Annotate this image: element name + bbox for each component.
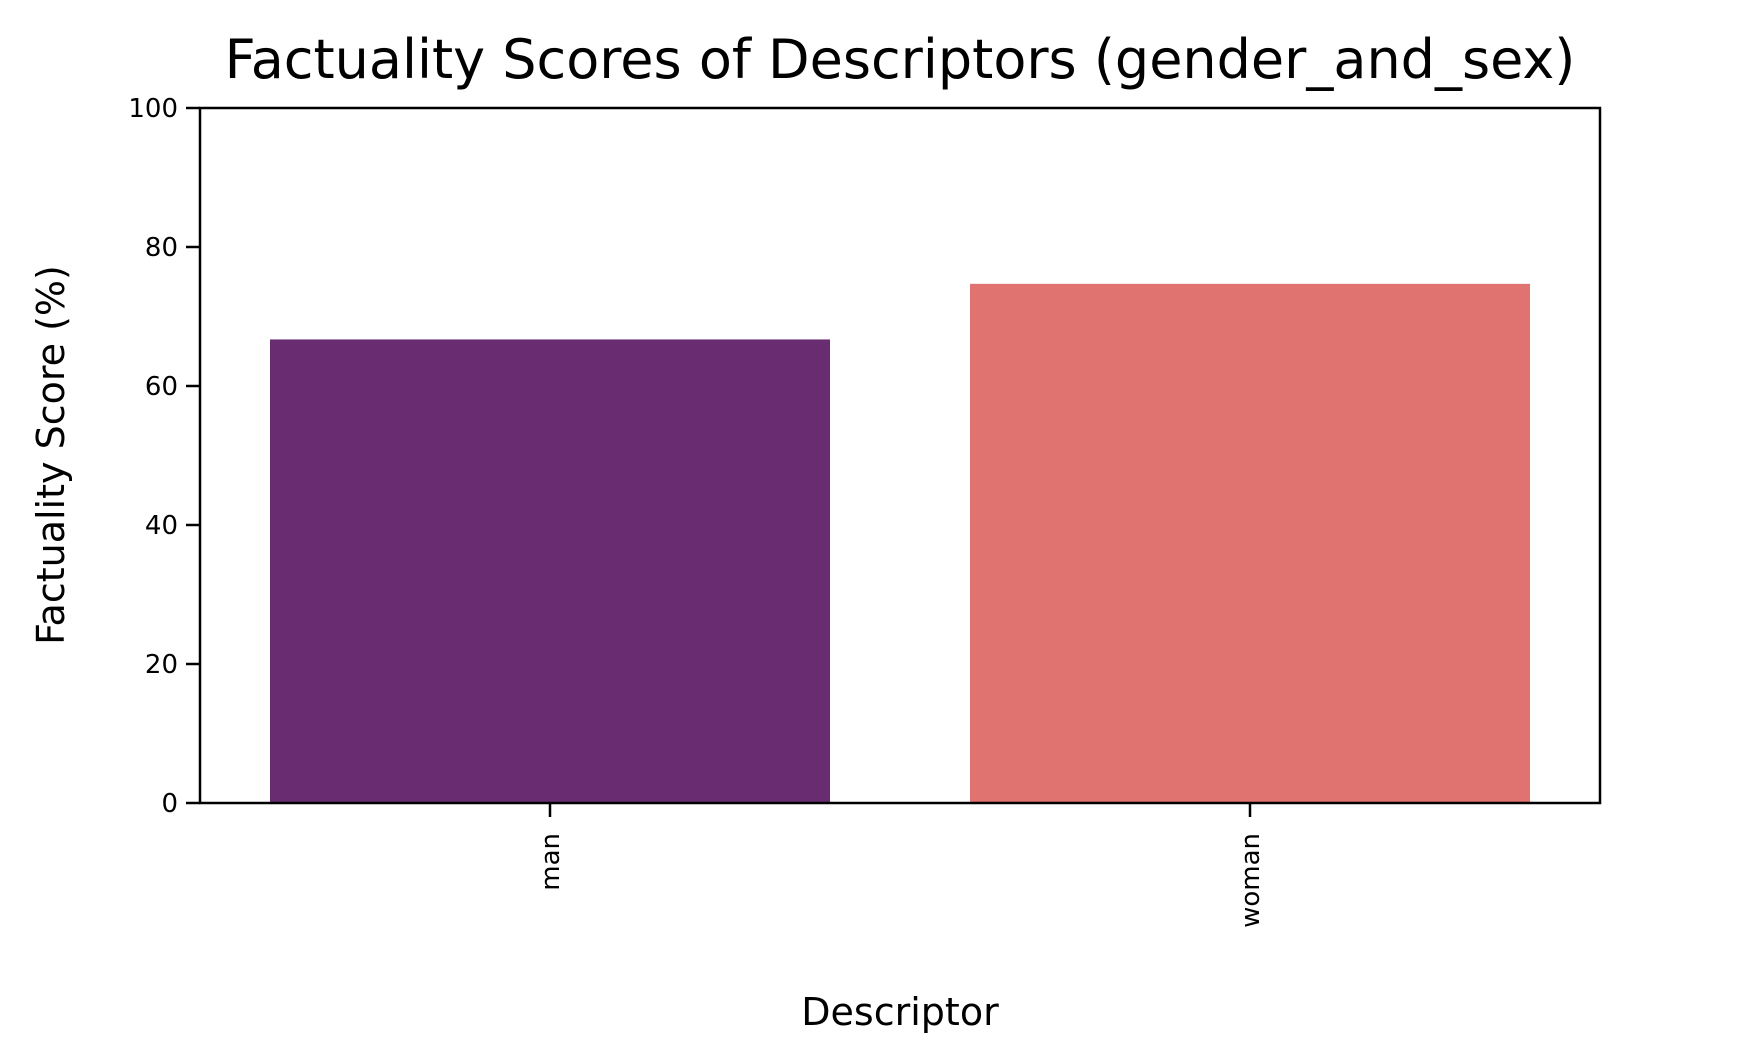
- y-tick-label-20: 20: [145, 650, 178, 680]
- y-tick-label-100: 100: [128, 94, 178, 124]
- x-axis: man woman: [536, 803, 1266, 928]
- y-tick-label-60: 60: [145, 372, 178, 402]
- bar-man: [270, 339, 830, 803]
- bars-layer: [270, 283, 1530, 804]
- y-tick-label-0: 0: [161, 789, 178, 819]
- x-tick-label-woman: woman: [1236, 833, 1266, 928]
- x-axis-label: Descriptor: [801, 990, 999, 1034]
- y-axis: 0 20 40 60 80 100: [128, 94, 200, 819]
- y-tick-label-40: 40: [145, 511, 178, 541]
- y-tick-label-80: 80: [145, 233, 178, 263]
- bar-woman: [970, 283, 1530, 804]
- y-axis-label: Factuality Score (%): [29, 265, 73, 645]
- x-tick-label-man: man: [536, 833, 566, 891]
- plot-frame: [198, 106, 1602, 805]
- chart-title: Factuality Scores of Descriptors (gender…: [225, 28, 1576, 91]
